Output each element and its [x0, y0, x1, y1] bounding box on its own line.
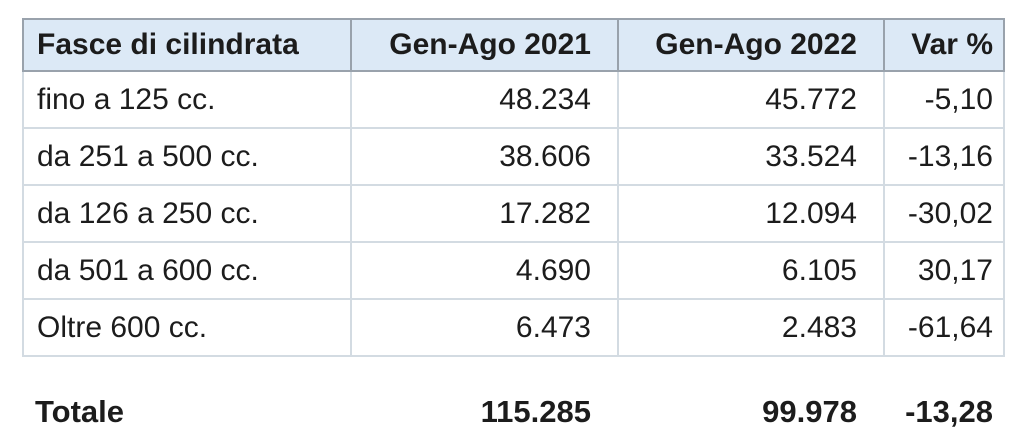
value-var-cell: -5,10: [883, 70, 1005, 129]
row-label-cell: da 126 a 250 cc.: [22, 184, 352, 243]
total-label-cell: Totale: [22, 387, 350, 437]
value-2021-cell: 38.606: [350, 127, 619, 186]
table-row: da 501 a 600 cc. 4.690 6.105 30,17: [22, 241, 1005, 300]
header-cell-var: Var %: [883, 18, 1005, 72]
total-2021-cell: 115.285: [350, 387, 617, 437]
header-cell-2021: Gen-Ago 2021: [350, 18, 619, 72]
header-cell-fasce: Fasce di cilindrata: [22, 18, 352, 72]
value-2021-cell: 17.282: [350, 184, 619, 243]
value-2022-cell: 45.772: [617, 70, 885, 129]
row-label-cell: fino a 125 cc.: [22, 70, 352, 129]
value-2022-cell: 6.105: [617, 241, 885, 300]
table-row: fino a 125 cc. 48.234 45.772 -5,10: [22, 70, 1005, 129]
value-2021-cell: 48.234: [350, 70, 619, 129]
table-row: da 126 a 250 cc. 17.282 12.094 -30,02: [22, 184, 1005, 243]
row-label-cell: Oltre 600 cc.: [22, 298, 352, 357]
table-header-row: Fasce di cilindrata Gen-Ago 2021 Gen-Ago…: [22, 18, 1005, 72]
row-label-cell: da 251 a 500 cc.: [22, 127, 352, 186]
value-var-cell: -61,64: [883, 298, 1005, 357]
value-2022-cell: 2.483: [617, 298, 885, 357]
table-row: Oltre 600 cc. 6.473 2.483 -61,64: [22, 298, 1005, 357]
value-2022-cell: 33.524: [617, 127, 885, 186]
header-cell-2022: Gen-Ago 2022: [617, 18, 885, 72]
total-2022-cell: 99.978: [617, 387, 883, 437]
displacement-table: Fasce di cilindrata Gen-Ago 2021 Gen-Ago…: [22, 18, 1005, 357]
displacement-table-container: Fasce di cilindrata Gen-Ago 2021 Gen-Ago…: [22, 18, 1005, 437]
table-row: da 251 a 500 cc. 38.606 33.524 -13,16: [22, 127, 1005, 186]
value-2021-cell: 4.690: [350, 241, 619, 300]
value-var-cell: 30,17: [883, 241, 1005, 300]
total-row-table: Totale 115.285 99.978 -13,28: [22, 387, 1003, 437]
row-label-cell: da 501 a 600 cc.: [22, 241, 352, 300]
value-var-cell: -30,02: [883, 184, 1005, 243]
total-row: Totale 115.285 99.978 -13,28: [22, 387, 1003, 437]
value-2021-cell: 6.473: [350, 298, 619, 357]
value-2022-cell: 12.094: [617, 184, 885, 243]
value-var-cell: -13,16: [883, 127, 1005, 186]
total-var-cell: -13,28: [883, 387, 1003, 437]
